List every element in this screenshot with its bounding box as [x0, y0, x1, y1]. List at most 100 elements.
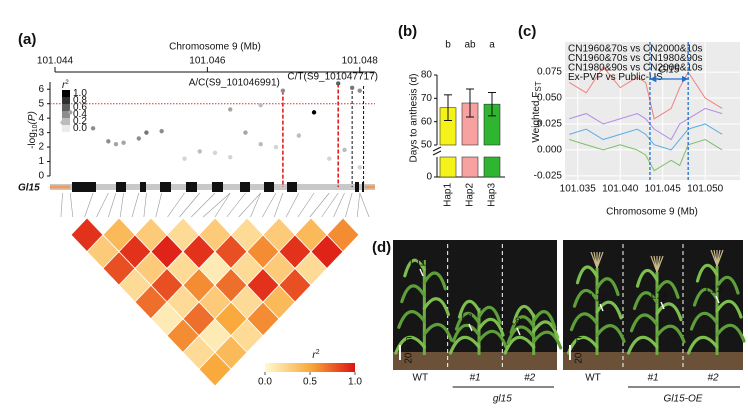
leaf	[503, 335, 536, 355]
exon	[212, 182, 223, 192]
ld-link	[359, 192, 370, 218]
leaf	[422, 323, 453, 342]
y-tick-label: 4	[38, 113, 44, 124]
leaf	[532, 330, 563, 350]
legend-label: 0.4	[73, 109, 87, 120]
snp-point	[342, 147, 347, 153]
leaf	[532, 320, 560, 340]
y-axis-title-part: -log	[27, 132, 38, 149]
y-tick-label: 0.050	[537, 93, 562, 104]
ld-link	[309, 192, 330, 218]
y-tick-label: -0.025	[534, 170, 563, 181]
leaf-arrow	[468, 323, 473, 332]
legend-label: 0.8	[73, 95, 87, 106]
ld-legend-title: r2	[312, 349, 319, 361]
leaf	[686, 335, 719, 355]
snp-point	[121, 140, 126, 145]
y-tick-label: 0	[426, 172, 432, 183]
ld-link	[321, 192, 339, 218]
bar-base	[461, 156, 479, 178]
leaf-label: L11	[590, 293, 606, 304]
legend-label: 0.0	[73, 123, 87, 134]
photo	[393, 240, 563, 370]
legend-label: CN1960&70s vs CN2000&10s	[568, 44, 703, 55]
legend-swatch	[62, 118, 70, 125]
leaf	[626, 335, 659, 355]
leaf-label: L13	[706, 285, 723, 296]
leaf-arrow	[660, 301, 665, 310]
leaf-arrow	[599, 303, 604, 312]
significance-letter: ab	[464, 40, 476, 51]
leaf	[512, 305, 536, 324]
y-tick-label: 0.075	[537, 67, 562, 78]
y-axis-title-part: (P)	[27, 111, 38, 124]
snp-point	[280, 88, 286, 93]
leaf-label: L11	[410, 258, 426, 269]
x-tick-label: 101.045	[645, 184, 682, 195]
y-tick-label: 0.000	[537, 145, 562, 156]
ld-link	[333, 192, 345, 218]
ld-legend-title-part: 2	[316, 349, 320, 356]
snp-label: C/T(S9_101047717)	[287, 72, 378, 83]
y-tick-label: 6	[38, 84, 44, 95]
exon	[264, 182, 274, 192]
ld-link	[226, 192, 246, 218]
leaf	[635, 269, 659, 288]
snp-point	[113, 141, 119, 147]
leaf	[692, 287, 719, 307]
ld-cell	[326, 217, 360, 253]
exon	[116, 182, 126, 192]
exon	[160, 182, 171, 192]
leaf	[689, 311, 719, 331]
leaf	[394, 335, 426, 355]
leaf	[655, 302, 683, 322]
series-line	[568, 66, 723, 120]
ld-link	[108, 192, 117, 218]
ld-link	[202, 192, 231, 218]
snp-point	[90, 126, 96, 131]
line-label: WT	[585, 373, 601, 384]
y-axis-title: Weighted FST	[531, 81, 543, 142]
panel-label: (d)	[372, 239, 391, 256]
snp-point	[228, 107, 233, 112]
legend-label: 1.0	[73, 88, 87, 99]
leaf-label: L14	[651, 291, 668, 302]
snp-point	[60, 120, 65, 125]
legend-title-part: 2	[65, 80, 69, 86]
snp-point	[273, 144, 279, 150]
line-label: #1	[647, 373, 658, 384]
snp-point	[357, 165, 362, 170]
panel-label: (a)	[18, 31, 36, 48]
exon	[240, 182, 250, 192]
leaf	[629, 313, 659, 333]
exon	[186, 182, 197, 192]
leaf	[477, 317, 505, 337]
genotype-label: gl15	[493, 394, 512, 405]
x-tick-label: 101.046	[189, 56, 226, 67]
exon	[355, 182, 359, 192]
x-tick-label: Hap3	[487, 183, 498, 207]
axis-break	[432, 150, 442, 156]
line-label: #2	[524, 373, 536, 384]
leaf	[572, 289, 599, 308]
leaf-arrow	[419, 268, 424, 277]
x-axis-title: Chromosome 9 (Mb)	[606, 207, 698, 218]
x-tick-label: Hap1	[443, 183, 454, 207]
line-label: #1	[469, 373, 480, 384]
ld-legend-label: 1.0	[348, 377, 362, 388]
leaf	[400, 284, 426, 304]
snp-point	[136, 136, 142, 141]
leaf	[569, 312, 599, 332]
x-axis-title: Chromosome 9 (Mb)	[169, 42, 261, 53]
legend-swatch	[62, 90, 70, 97]
leaf	[532, 310, 557, 329]
y-tick-label: 1	[38, 156, 44, 167]
ld-link	[96, 192, 109, 218]
legend-label: Ex-PVP vs Public-US	[568, 72, 663, 83]
ld-link	[179, 192, 200, 218]
leaf	[397, 310, 426, 329]
ld-link	[297, 192, 315, 218]
snp-point	[228, 155, 233, 160]
snp-point	[336, 81, 341, 86]
